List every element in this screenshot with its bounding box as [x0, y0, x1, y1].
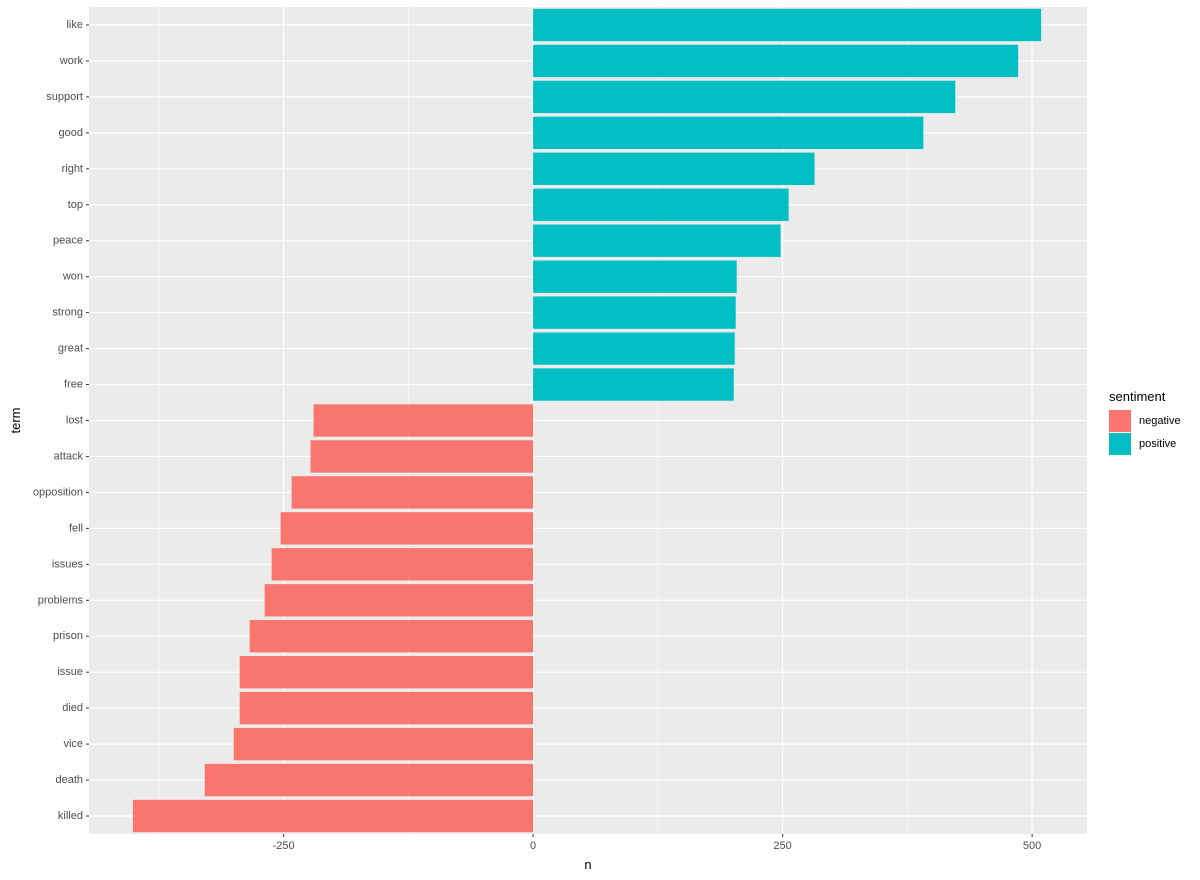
- bar-great: [533, 332, 735, 365]
- y-tick-label: issue: [57, 666, 83, 678]
- bar-work: [533, 44, 1019, 78]
- y-tick-label: support: [46, 91, 83, 103]
- bar-opposition: [291, 476, 534, 509]
- y-tick-label: killed: [58, 810, 83, 822]
- legend-label-negative: negative: [1139, 415, 1181, 427]
- bar-like: [533, 8, 1042, 42]
- y-tick-label: lost: [66, 415, 83, 427]
- y-tick-label: top: [68, 199, 83, 211]
- bar-fell: [280, 512, 534, 545]
- x-axis-title: n: [584, 857, 591, 872]
- y-tick-label: attack: [54, 450, 84, 462]
- bar-prison: [249, 620, 534, 653]
- bar-good: [533, 116, 924, 150]
- bar-lost: [313, 404, 534, 437]
- legend-title: sentiment: [1109, 389, 1166, 404]
- bar-death: [204, 763, 534, 797]
- y-tick-label: won: [62, 271, 83, 283]
- y-tick-label: peace: [53, 235, 83, 247]
- y-tick-label: like: [66, 19, 83, 31]
- legend-key-negative: [1109, 410, 1131, 432]
- y-tick-label: right: [62, 163, 83, 175]
- bar-top: [533, 188, 789, 221]
- legend: sentiment negative positive: [1109, 389, 1181, 455]
- x-tick-label: 0: [530, 840, 536, 852]
- bar-issue: [239, 656, 534, 689]
- bar-free: [533, 368, 734, 401]
- bar-support: [533, 80, 956, 114]
- x-tick-label: 250: [773, 840, 791, 852]
- bar-killed: [132, 799, 534, 833]
- bar-attack: [310, 440, 534, 473]
- x-axis-ticks: -250 0 250 500: [273, 834, 1041, 852]
- legend-key-positive: [1109, 433, 1131, 455]
- y-tick-label: great: [58, 343, 83, 355]
- y-tick-label: vice: [63, 738, 83, 750]
- bar-strong: [533, 296, 736, 329]
- y-tick-label: opposition: [33, 486, 83, 498]
- y-tick-label: free: [64, 379, 83, 391]
- y-tick-label: fell: [69, 522, 83, 534]
- x-tick-label: 500: [1023, 840, 1041, 852]
- y-axis-title: term: [8, 408, 23, 434]
- bar-problems: [264, 584, 534, 617]
- bar-issues: [271, 548, 534, 581]
- y-tick-label: issues: [52, 558, 84, 570]
- bar-won: [533, 260, 737, 293]
- y-tick-label: good: [59, 127, 83, 139]
- x-tick-label: -250: [273, 840, 295, 852]
- bar-vice: [233, 727, 534, 761]
- y-tick-label: prison: [53, 630, 83, 642]
- bar-died: [239, 691, 534, 725]
- y-axis-ticks: like work support good right top peace won stron…: [33, 19, 89, 822]
- y-tick-label: death: [55, 774, 83, 786]
- y-tick-label: work: [59, 55, 84, 67]
- bar-right: [533, 152, 815, 185]
- bars: [132, 8, 1042, 833]
- bar-peace: [533, 224, 781, 257]
- y-tick-label: died: [62, 702, 83, 714]
- y-tick-label: problems: [38, 594, 84, 606]
- y-tick-label: strong: [52, 307, 83, 319]
- legend-label-positive: positive: [1139, 438, 1176, 450]
